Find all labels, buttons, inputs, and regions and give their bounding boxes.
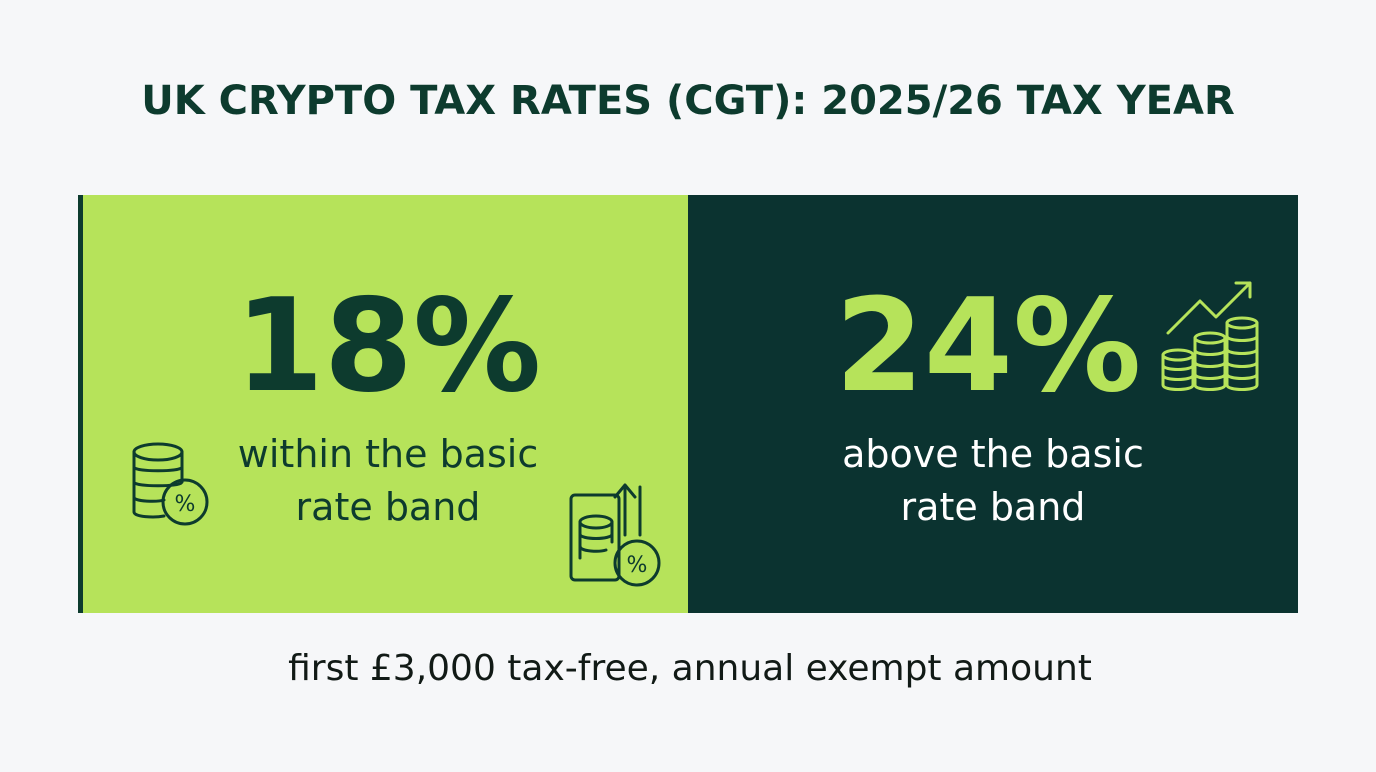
description: within the basic [238, 432, 538, 476]
growth-coins-icon [1161, 281, 1259, 391]
panel-edge [78, 195, 83, 613]
document-percent-icon: % [569, 483, 661, 587]
footer-note: first £3,000 tax-free, annual exempt amo… [288, 648, 1092, 689]
coin-stack-icon: % [132, 442, 209, 526]
left-panel [78, 195, 688, 613]
rate: 18% [235, 272, 541, 421]
right-panel [688, 195, 1298, 613]
svg-text:%: % [175, 492, 196, 517]
description: rate band [296, 485, 481, 529]
rate: 24% [835, 272, 1141, 421]
title: UK CRYPTO TAX RATES (CGT): 2025/26 TAX Y… [141, 78, 1235, 124]
svg-text:%: % [627, 553, 648, 578]
description: above the basic [842, 432, 1144, 476]
description: rate band [901, 485, 1086, 529]
